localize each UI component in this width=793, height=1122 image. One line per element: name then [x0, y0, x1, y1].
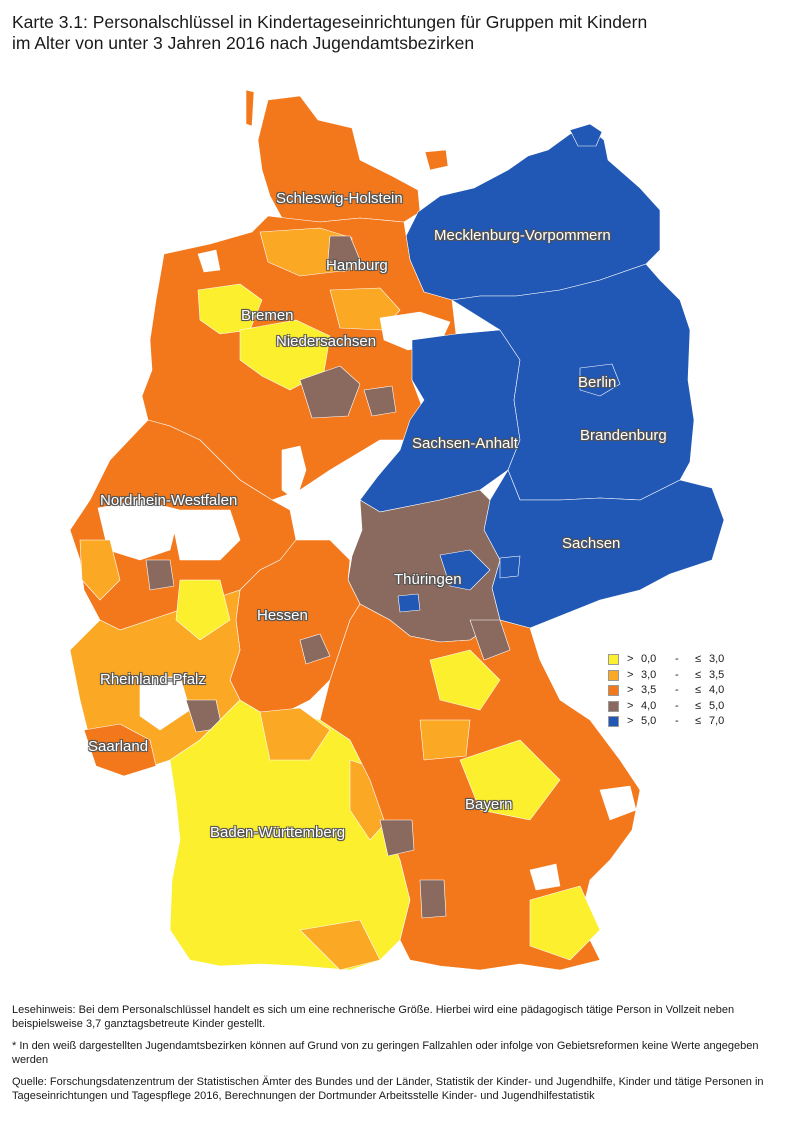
- legend-upper-bound: 3,5: [709, 668, 725, 681]
- region-bw-amber-north: [259, 707, 331, 761]
- state-label-sachsen-anhalt: Sachsen-Anhalt: [412, 435, 518, 452]
- legend-le: ≤: [695, 684, 702, 696]
- state-label-brandenburg: Brandenburg: [580, 427, 667, 444]
- region-bayern-yellow-north: [429, 649, 501, 711]
- region-niedersachsen-brown-3: [363, 385, 397, 417]
- region-niedersachsen-amber-north: [259, 227, 353, 277]
- legend-op: >: [627, 653, 634, 665]
- legend-separator: -: [675, 699, 679, 712]
- footnote: * In den weiß dargestellten Jugendamtsbe…: [12, 1040, 759, 1066]
- legend-op: >: [627, 699, 634, 712]
- region-bayern-yellow-south: [529, 885, 601, 961]
- region-ruegen: [569, 123, 603, 147]
- legend-separator: -: [675, 653, 679, 665]
- region-niedersachsen-white-north: [197, 249, 221, 273]
- state-label-schleswig-holstein: Schleswig-Holstein: [276, 190, 403, 207]
- legend-swatch-class-4: [608, 700, 619, 712]
- legend-upper-bound: 4,0: [709, 684, 725, 696]
- region-bayern-brown-2: [379, 819, 415, 857]
- legend-separator: -: [675, 668, 679, 681]
- legend-upper-bound: 5,0: [709, 699, 725, 712]
- legend-swatch-class-1: [608, 654, 619, 666]
- legend-le: ≤: [695, 715, 702, 727]
- state-label-hamburg: Hamburg: [326, 257, 388, 274]
- region-bw-amber-south: [299, 919, 381, 971]
- state-label-bayern: Bayern: [465, 796, 513, 813]
- legend-lower-bound: 3,5: [641, 684, 657, 696]
- map-title: Karte 3.1: Personalschlüssel in Kinderta…: [12, 12, 772, 54]
- legend-op: >: [627, 684, 634, 696]
- legend-row-class-3: > 3,5 - ≤ 4,0: [608, 683, 739, 699]
- legend-row-class-5: > 5,0 - ≤ 7,0: [608, 714, 739, 730]
- legend-separator: -: [675, 684, 679, 696]
- legend-op: >: [627, 715, 634, 727]
- legend-le: ≤: [695, 668, 702, 681]
- legend-le: ≤: [695, 699, 702, 712]
- legend-swatch-class-5: [608, 716, 619, 728]
- region-schleswig-holstein: [257, 95, 421, 223]
- legend-lower-bound: 4,0: [641, 699, 657, 712]
- state-label-saarland: Saarland: [88, 738, 149, 755]
- state-label-hessen: Hessen: [257, 607, 308, 624]
- map-title-line-1: Karte 3.1: Personalschlüssel in Kinderta…: [12, 12, 648, 32]
- region-brandenburg: [451, 263, 695, 501]
- legend-lower-bound: 0,0: [641, 653, 657, 665]
- state-label-sachsen: Sachsen: [562, 535, 621, 552]
- state-label-niedersachsen: Niedersachsen: [276, 333, 377, 350]
- map-title-line-2: im Alter von unter 3 Jahren 2016 nach Ju…: [12, 33, 475, 53]
- state-label-thueringen: Thüringen: [394, 571, 462, 588]
- legend-separator: -: [675, 715, 679, 727]
- legend-op: >: [627, 668, 634, 681]
- state-label-rheinland-pfalz: Rheinland-Pfalz: [100, 671, 206, 688]
- legend-swatch-class-2: [608, 669, 619, 681]
- region-bayern-brown-1: [469, 619, 511, 661]
- legend-le: ≤: [695, 653, 702, 665]
- region-nrw-white-east: [281, 445, 307, 501]
- region-bayern-white-south: [529, 863, 561, 891]
- region-berlin: [579, 363, 621, 397]
- region-rlp-white: [139, 675, 191, 731]
- region-nrw-amber: [79, 539, 121, 601]
- legend-row-class-1: > 0,0 - ≤ 3,0: [608, 652, 739, 668]
- region-hessen-brown: [299, 633, 331, 665]
- region-saarland: [83, 723, 157, 777]
- legend-upper-bound: 7,0: [709, 715, 725, 727]
- state-label-nordrhein-westfalen: Nordrhein-Westfalen: [100, 492, 238, 509]
- legend-upper-bound: 3,0: [709, 653, 725, 665]
- reading-hint: Lesehinweis: Bei dem Personalschlüssel h…: [12, 1004, 735, 1030]
- region-thueringen-blue-1: [439, 549, 491, 591]
- legend-lower-bound: 5,0: [641, 715, 657, 727]
- map-notes: Lesehinweis: Bei dem Personalschlüssel h…: [12, 1003, 782, 1111]
- legend-swatch-class-3: [608, 685, 619, 697]
- region-bayern-amber: [419, 719, 471, 761]
- region-fehmarn: [424, 149, 449, 171]
- state-label-mecklenburg-vorpommern: Mecklenburg-Vorpommern: [434, 227, 611, 244]
- state-label-baden-wuerttemberg: Baden-Württemberg: [210, 824, 346, 841]
- region-thueringen-blue-3: [499, 555, 521, 579]
- region-bayern-brown-3: [419, 879, 447, 919]
- region-nrw-white-centre: [169, 509, 241, 561]
- legend-row-class-4: > 4,0 - ≤ 5,0: [608, 699, 739, 715]
- source-note: Quelle: Forschungsdatenzentrum der Stati…: [12, 1076, 764, 1102]
- region-rlp-yellow: [175, 579, 231, 641]
- region-bayern-white-east: [599, 785, 637, 821]
- region-bayern-yellow-centre: [459, 739, 561, 821]
- legend-lower-bound: 3,0: [641, 668, 657, 681]
- region-thueringen-blue-2: [397, 593, 421, 613]
- region-niedersachsen-brown-1: [299, 365, 361, 419]
- region-nrw-brown: [145, 559, 175, 591]
- state-label-bremen: Bremen: [241, 307, 294, 324]
- state-label-berlin: Berlin: [578, 374, 617, 391]
- legend-row-class-2: > 3,0 - ≤ 3,5: [608, 668, 739, 684]
- region-sylt: [245, 89, 255, 127]
- region-niedersachsen-brown-2: [327, 235, 361, 273]
- map-legend: > 0,0 - ≤ 3,0 > 3,0 - ≤ 3,5 > 3,5 - ≤ 4,…: [608, 652, 739, 730]
